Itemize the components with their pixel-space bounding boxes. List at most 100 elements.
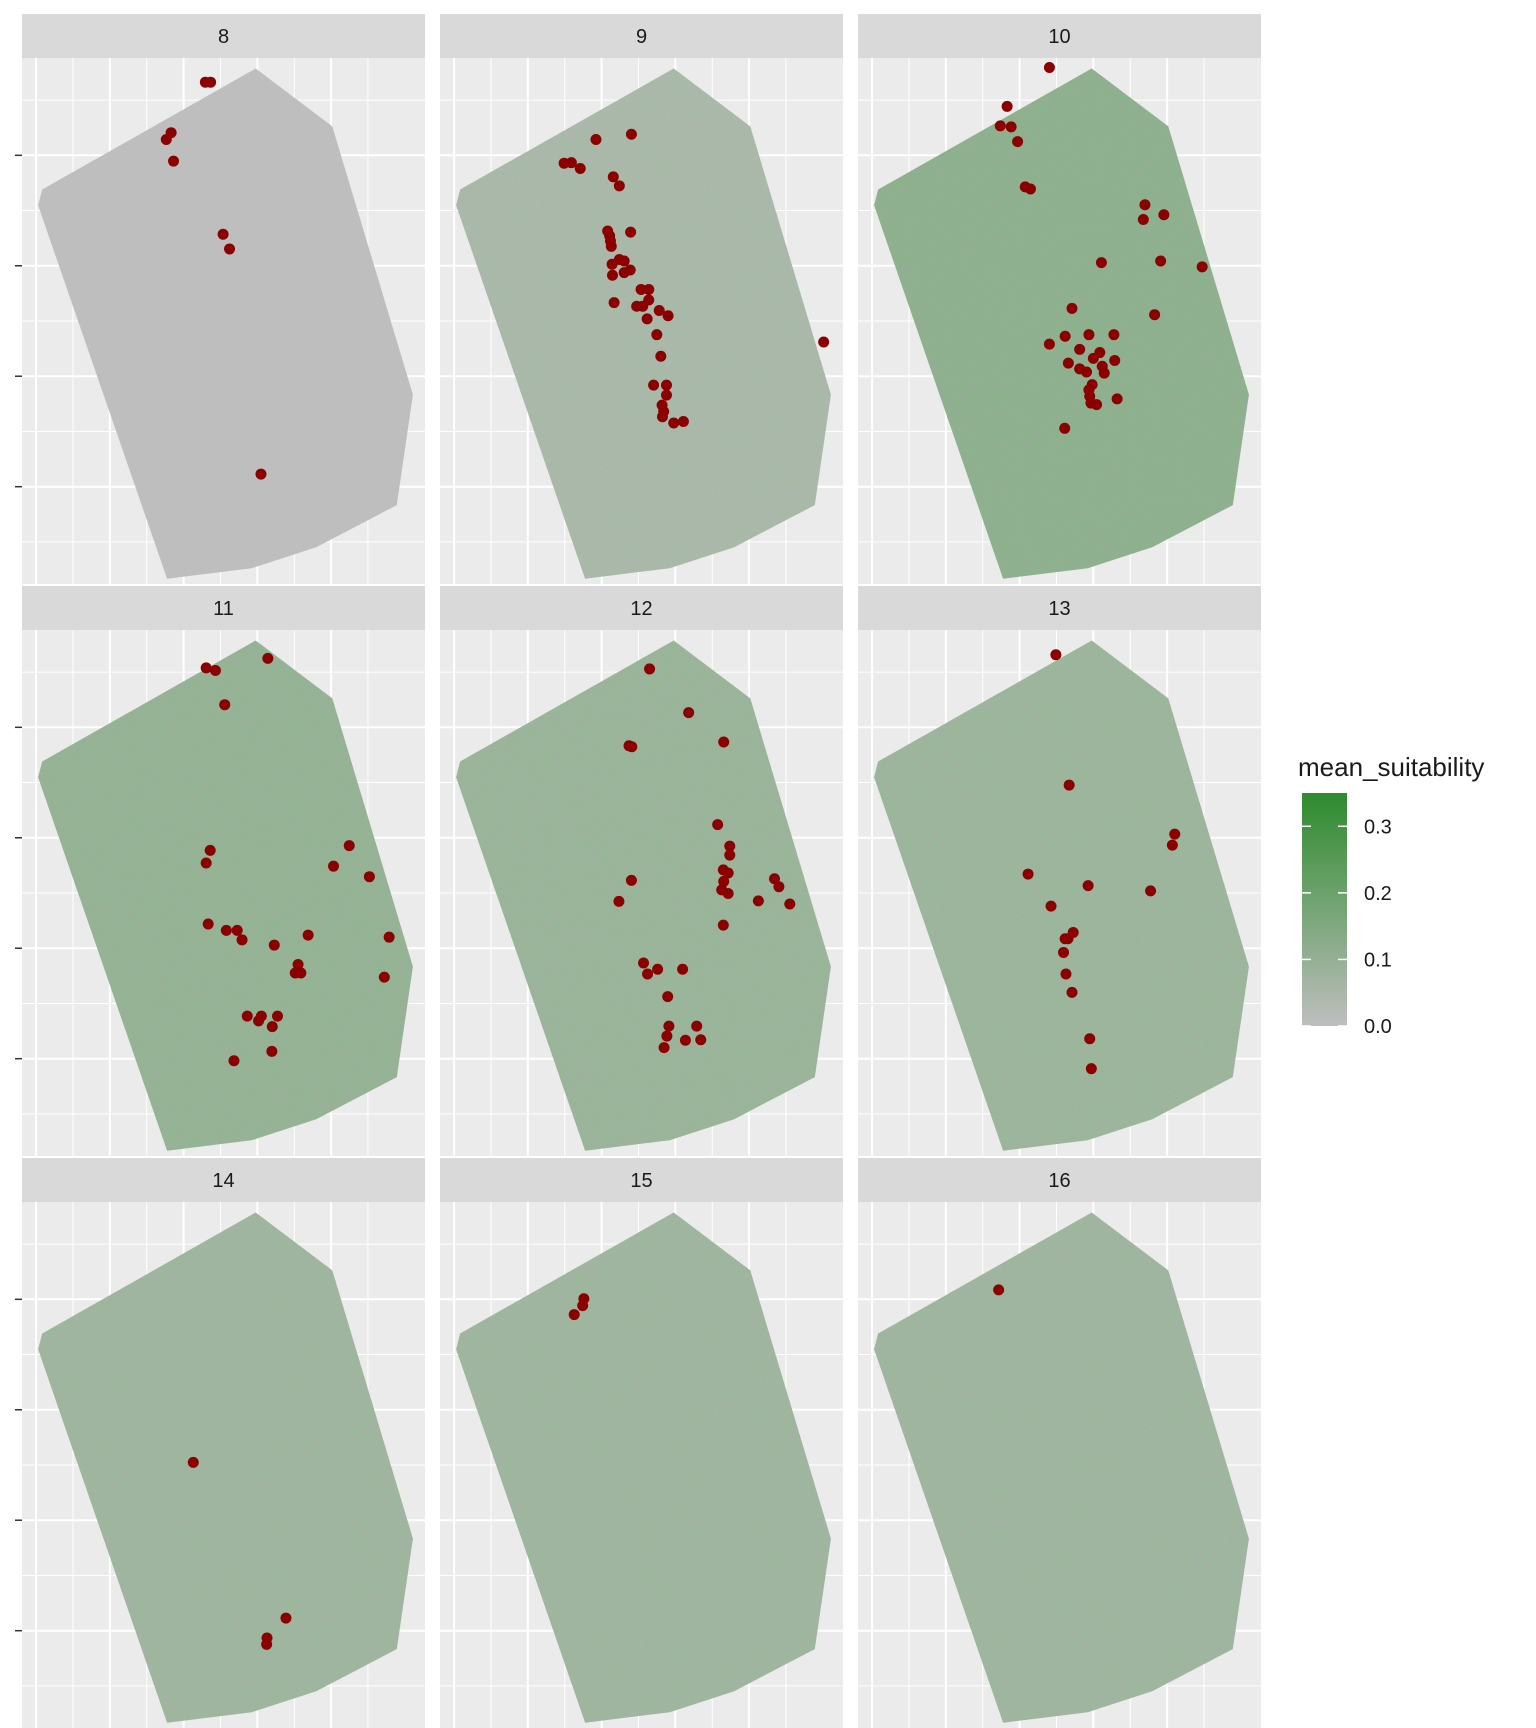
occurrence-point [618, 255, 630, 267]
occurrence-point [1085, 1063, 1097, 1075]
occurrence-point [577, 1300, 589, 1312]
occurrence-point [662, 310, 674, 322]
occurrence-point [255, 468, 267, 480]
occurrence-point [784, 898, 796, 910]
legend-tick-label: 0.3 [1364, 816, 1392, 838]
occurrence-point [292, 959, 304, 971]
suitability-raster-texture [456, 68, 831, 579]
occurrence-point [677, 963, 689, 975]
legend-ticks: 0.0 0.1 0.2 0.3 [1302, 816, 1392, 1038]
occurrence-point [1066, 986, 1078, 998]
occurrence-point [607, 171, 619, 183]
occurrence-point [220, 924, 232, 936]
occurrence-point [262, 652, 274, 664]
facet-strip-label: 15 [630, 1170, 652, 1192]
occurrence-point [1045, 900, 1057, 912]
occurrence-point [662, 991, 674, 1003]
occurrence-point [1082, 880, 1094, 892]
occurrence-point [1169, 828, 1181, 840]
facet-panel-13: 13 [858, 586, 1261, 1156]
occurrence-point [383, 931, 395, 943]
occurrence-point [655, 350, 667, 362]
occurrence-point [605, 240, 617, 252]
occurrence-point [1063, 779, 1075, 791]
occurrence-point [658, 1042, 670, 1054]
facet-strip [858, 586, 1261, 630]
facet-panel-16: 16 [858, 1158, 1261, 1728]
occurrence-point [1001, 100, 1013, 112]
legend-tick-label: 0.2 [1364, 883, 1392, 905]
occurrence-point [590, 134, 602, 146]
occurrence-point [241, 1010, 253, 1022]
facet-strip-label: 11 [213, 598, 234, 620]
occurrence-point [608, 297, 620, 309]
occurrence-point [1081, 366, 1093, 378]
occurrence-point [1139, 199, 1151, 211]
occurrence-point [1024, 183, 1036, 195]
occurrence-point [204, 844, 216, 856]
occurrence-point [752, 895, 764, 907]
occurrence-point [679, 1034, 691, 1046]
occurrence-point [1145, 885, 1157, 897]
occurrence-point [1166, 839, 1178, 851]
occurrence-point [168, 155, 180, 167]
suitability-raster-texture [38, 640, 413, 1151]
facet-strip [22, 14, 425, 58]
facet-panel-10: 10 [858, 14, 1261, 584]
occurrence-point [160, 134, 172, 146]
occurrence-point [1012, 136, 1024, 148]
occurrence-point [625, 874, 637, 886]
occurrence-point [661, 1030, 673, 1042]
facet-strip [22, 586, 425, 630]
occurrence-point [574, 162, 586, 174]
occurrence-point [217, 228, 229, 240]
occurrence-point [378, 971, 390, 983]
occurrence-point [253, 1015, 265, 1027]
suitability-raster-texture [456, 640, 831, 1151]
occurrence-point [1091, 399, 1103, 411]
occurrence-point [1094, 347, 1106, 359]
occurrence-point [1137, 213, 1149, 225]
occurrence-point [272, 1010, 284, 1022]
occurrence-point [1108, 329, 1120, 341]
facet-panel-15: 15 [440, 1158, 843, 1728]
occurrence-point [1058, 946, 1070, 958]
occurrence-point [224, 243, 236, 255]
occurrence-point [568, 1309, 580, 1321]
occurrence-point [1066, 302, 1078, 314]
occurrence-point [677, 415, 689, 427]
occurrence-point [648, 379, 660, 391]
occurrence-point [266, 1045, 278, 1057]
occurrence-point [691, 1020, 703, 1032]
legend-colorbar [1302, 793, 1347, 1026]
occurrence-point [1043, 338, 1055, 350]
facet-strip-label: 14 [212, 1170, 234, 1192]
occurrence-point [994, 120, 1006, 132]
legend-title: mean_suitability [1298, 752, 1484, 782]
occurrence-point [565, 157, 577, 169]
occurrence-point [1084, 1033, 1096, 1045]
facet-strip-label: 10 [1048, 26, 1070, 48]
occurrence-point [1043, 61, 1055, 73]
occurrence-point [1109, 354, 1121, 366]
facet-strip [858, 14, 1261, 58]
occurrence-point [606, 258, 618, 270]
occurrence-point [637, 300, 649, 312]
facet-panel-8: 8 [15, 14, 425, 584]
occurrence-point [200, 662, 212, 674]
occurrence-point [1022, 868, 1034, 880]
occurrence-point [644, 663, 656, 675]
occurrence-point [1095, 257, 1107, 269]
suitability-raster-texture [456, 1212, 831, 1723]
occurrence-point [993, 1284, 1005, 1296]
facet-strip [440, 14, 843, 58]
occurrence-point [668, 417, 680, 429]
facet-strip-label: 16 [1048, 1170, 1070, 1192]
occurrence-point [219, 699, 231, 711]
occurrence-point [1155, 255, 1167, 267]
occurrence-point [200, 857, 212, 869]
occurrence-point [818, 336, 830, 348]
occurrence-point [1059, 422, 1071, 434]
occurrence-point [618, 267, 630, 279]
